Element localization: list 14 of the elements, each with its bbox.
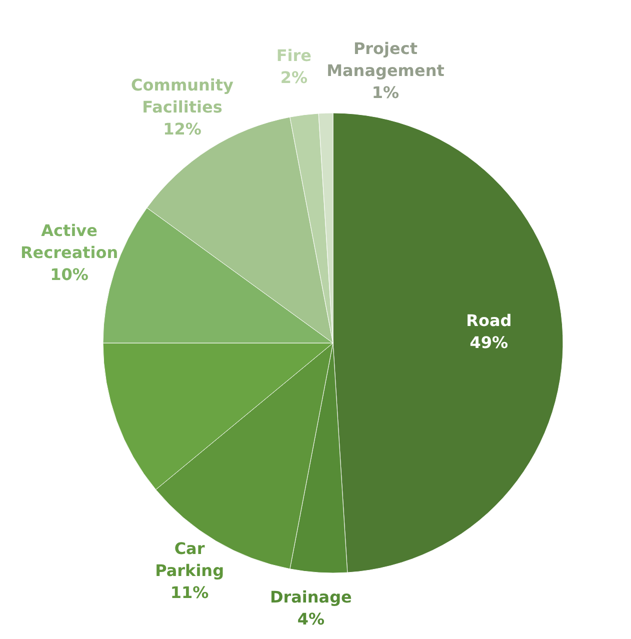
data-label: 10% [50,265,88,284]
slice-label: Active Recreation [20,221,118,262]
data-label: 12% [163,120,202,139]
slice-label: Community Facilities [131,76,234,117]
slice-label: Drainage [270,588,352,607]
slice-label: Road [466,311,512,330]
data-label: 2% [280,68,308,88]
data-label: 49% [470,333,508,352]
data-label: 1% [372,84,400,103]
data-label: 4% [297,610,325,629]
slice-label: Project Management [326,40,445,81]
data-label: 11% [170,583,209,602]
slice-label: Fire [276,46,312,66]
slice-label: Car Parking [155,539,224,580]
